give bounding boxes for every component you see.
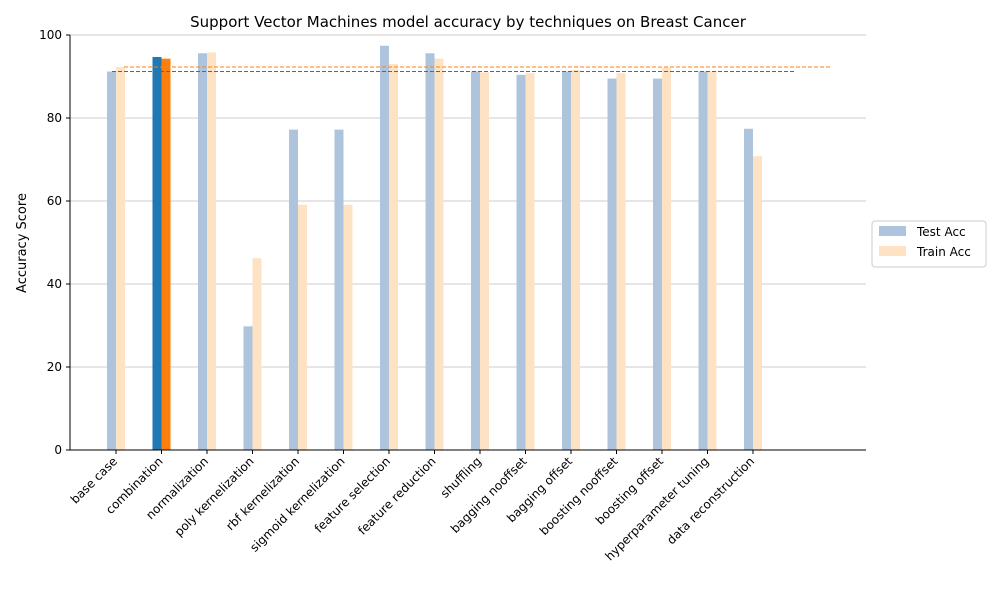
x-tick-label: feature selection (312, 454, 393, 535)
bar-test-acc (380, 45, 389, 450)
bars (107, 45, 762, 451)
x-tick-label: shuffling (438, 454, 484, 500)
bar-train-acc (298, 204, 307, 450)
y-tick-label: 40 (47, 277, 62, 291)
bar-test-acc (198, 53, 207, 450)
y-tick-label: 0 (54, 443, 62, 457)
x-tick-label: data reconstruction (664, 454, 757, 547)
bar-test-acc (653, 78, 662, 450)
bar-test-acc (425, 53, 435, 450)
bar-test-acc (516, 74, 526, 450)
bar-test-acc (471, 71, 480, 451)
bar-train-acc (525, 73, 535, 451)
bar-train-acc (616, 73, 626, 451)
bar-train-acc (161, 58, 171, 450)
x-tick-label: bagging nooffset (448, 454, 530, 536)
y-tick-labels: 0 20 40 60 80 100 (39, 28, 70, 457)
bar-train-acc (207, 52, 216, 451)
bar-train-acc (116, 66, 125, 450)
y-tick-label: 20 (47, 360, 62, 374)
bar-train-acc (252, 258, 262, 450)
bar-test-acc (334, 129, 344, 450)
bar-train-acc (753, 156, 762, 450)
bar-train-acc (571, 69, 580, 451)
y-tick-label: 80 (47, 111, 62, 125)
x-tick-label: poly kernelization (172, 454, 257, 539)
legend-label: Test Acc (916, 225, 966, 239)
reference-lines (112, 66, 830, 73)
chart-title: Support Vector Machines model accuracy b… (190, 13, 747, 31)
legend-swatch (879, 246, 906, 256)
bar-test-acc (243, 326, 253, 450)
bar-test-acc (107, 71, 116, 451)
bar-train-acc (662, 67, 671, 450)
y-tick-label: 100 (39, 28, 62, 42)
bar-test-acc (152, 56, 162, 451)
bar-train-acc (707, 71, 717, 451)
bar-test-acc (562, 71, 571, 451)
bar-train-acc (389, 64, 398, 451)
bar-test-acc (744, 128, 753, 451)
x-tick-label: feature reduction (355, 454, 438, 537)
bar-train-acc (343, 204, 353, 450)
legend-label: Train Acc (916, 245, 971, 259)
legend: Test Acc Train Acc (871, 220, 987, 268)
bar-test-acc (607, 78, 617, 450)
bar-test-acc (289, 129, 298, 450)
bar-test-acc (698, 71, 708, 451)
bar-train-acc (480, 72, 489, 450)
x-tick-label: boosting nooffset (537, 454, 621, 538)
legend-swatch (879, 226, 906, 236)
axes (69, 35, 866, 451)
y-axis-label: Accuracy Score (15, 193, 30, 293)
y-tick-label: 60 (47, 194, 62, 208)
bar-train-acc (434, 58, 444, 450)
